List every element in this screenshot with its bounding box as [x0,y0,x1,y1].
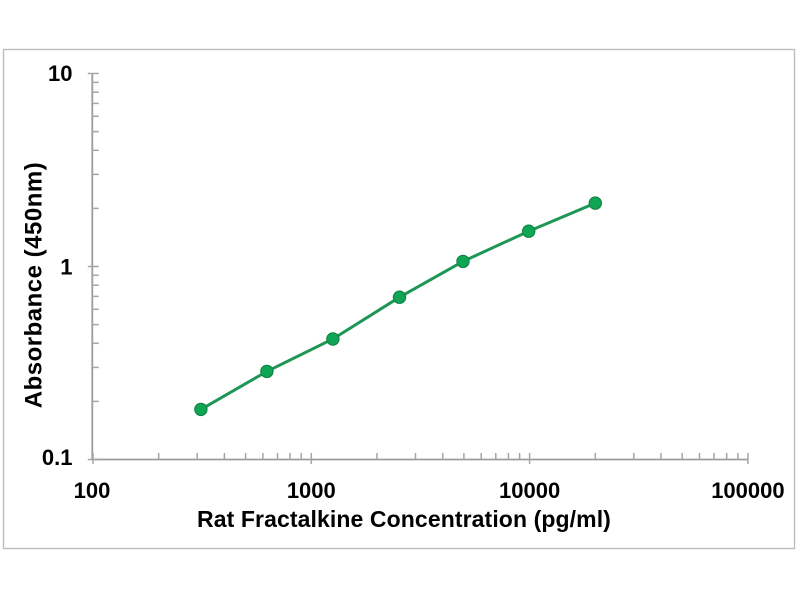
svg-text:100: 100 [74,478,111,503]
svg-text:Rat Fractalkine Concentration: Rat Fractalkine Concentration (pg/ml) [197,506,611,532]
svg-text:10000: 10000 [499,478,560,503]
svg-text:100000: 100000 [711,478,784,503]
svg-text:Absorbance (450nm): Absorbance (450nm) [21,162,48,408]
svg-text:0.1: 0.1 [42,445,73,470]
svg-text:10: 10 [48,61,72,86]
svg-text:1: 1 [60,255,72,280]
svg-text:1000: 1000 [287,478,336,503]
